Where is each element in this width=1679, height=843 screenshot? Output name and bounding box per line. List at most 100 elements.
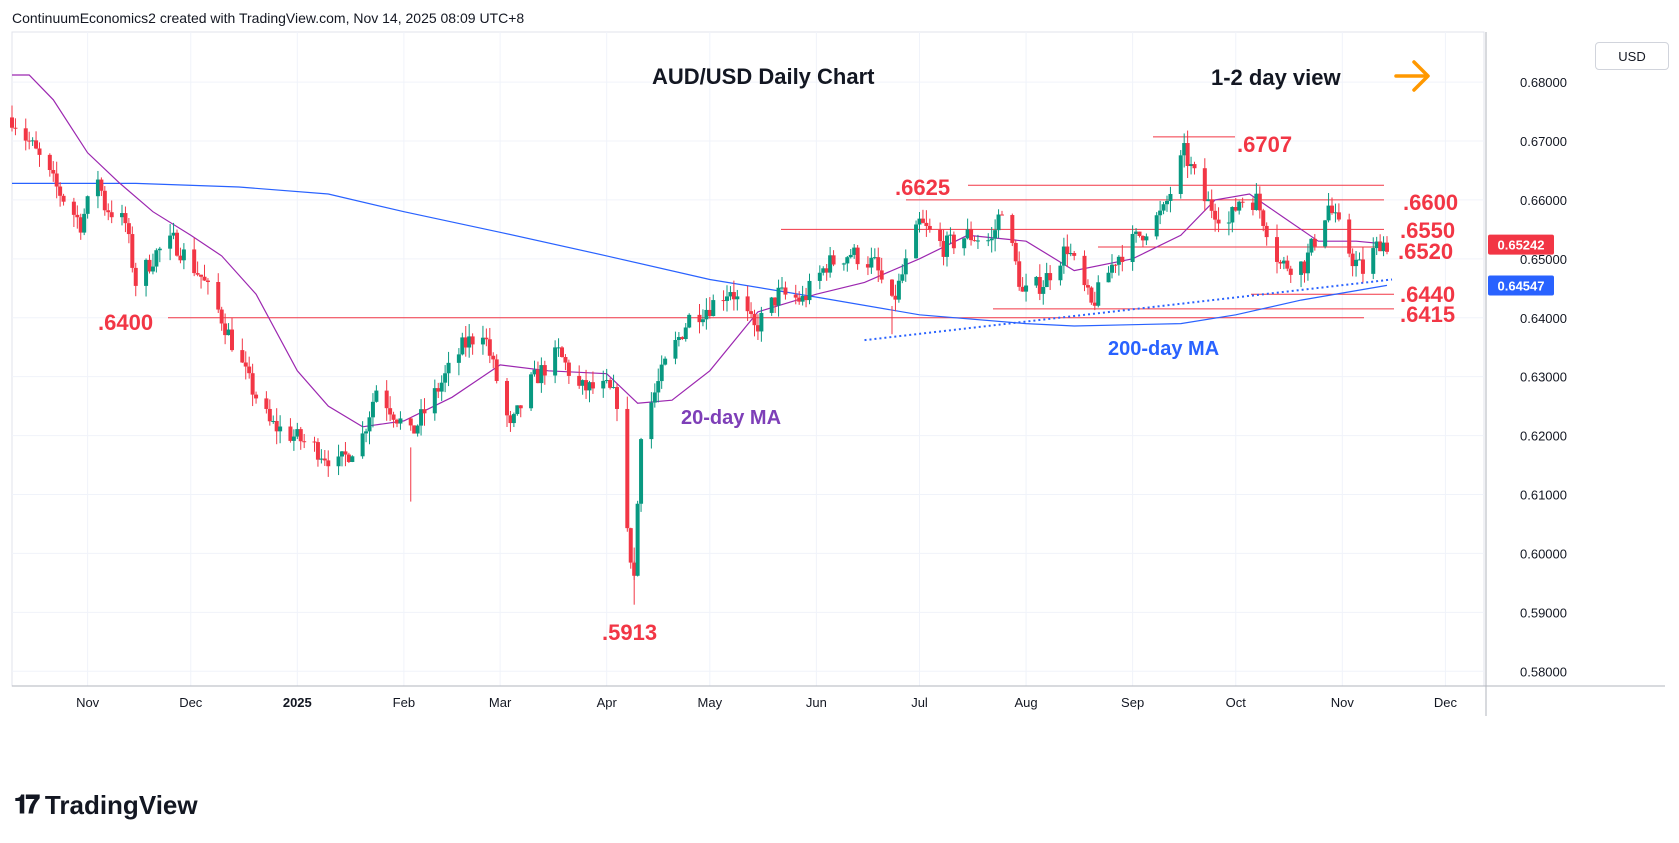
candle: [364, 428, 369, 443]
candle: [419, 399, 424, 436]
candle: [58, 182, 63, 207]
candle: [71, 197, 76, 228]
candle: [85, 195, 90, 219]
candle: [315, 438, 320, 467]
candle: [972, 236, 977, 242]
x-tick-label: Feb: [393, 695, 415, 710]
candle: [1216, 207, 1221, 233]
x-tick-label: Nov: [1331, 695, 1355, 710]
candle: [704, 298, 709, 330]
candle: [199, 274, 204, 289]
candle: [659, 355, 664, 389]
candle: [945, 231, 949, 267]
candle: [202, 264, 207, 281]
candle: [370, 393, 375, 428]
candle: [1041, 280, 1046, 305]
candle: [996, 209, 1001, 239]
candle: [408, 417, 413, 431]
tradingview-logo[interactable]: 𝟏𝟕 TradingView: [14, 789, 198, 821]
y-tick-label: 0.67000: [1520, 134, 1567, 149]
candle: [553, 340, 558, 384]
chart-grid: [11, 31, 1485, 687]
ma200-price-badge: 0.64547: [1488, 275, 1554, 296]
candle: [1323, 219, 1328, 249]
candle: [264, 391, 269, 414]
candle: [439, 375, 444, 401]
candle: [1288, 265, 1293, 283]
x-tick-label: Aug: [1014, 695, 1037, 710]
candle: [1378, 234, 1383, 252]
candle: [102, 186, 107, 216]
plot-frame: [11, 31, 1485, 687]
candle: [1336, 203, 1341, 222]
candle: [13, 118, 18, 136]
candle: [845, 256, 850, 272]
candle: [529, 372, 534, 412]
candle: [900, 264, 905, 284]
ma200-label: 200-day MA: [1108, 338, 1219, 360]
candle: [1068, 243, 1073, 257]
candle: [962, 237, 967, 256]
candle: [109, 200, 114, 224]
candle: [144, 258, 149, 297]
candle: [800, 285, 805, 306]
candle: [240, 338, 245, 363]
currency-label[interactable]: USD: [1595, 42, 1669, 70]
candle: [1137, 231, 1142, 238]
candle: [989, 226, 994, 253]
candle: [99, 177, 104, 197]
candle: [181, 243, 186, 270]
candle: [432, 379, 437, 421]
candle: [824, 263, 829, 281]
candle: [343, 441, 348, 467]
candle: [1209, 189, 1214, 219]
candle: [656, 368, 661, 403]
candle: [924, 210, 929, 237]
candle: [302, 433, 307, 449]
candle: [312, 436, 317, 452]
candle: [1237, 200, 1242, 215]
candle: [1360, 246, 1365, 283]
candle: [443, 365, 448, 393]
candle: [556, 338, 561, 357]
candle: [298, 426, 303, 450]
candle: [604, 368, 609, 384]
candle: [731, 280, 736, 311]
candle: [1202, 158, 1207, 211]
candle: [1048, 265, 1053, 290]
trendline: [864, 278, 1393, 342]
candle: [47, 153, 52, 177]
candle: [326, 450, 331, 477]
candle: [388, 396, 393, 422]
candle: [147, 254, 152, 274]
candle: [1261, 208, 1266, 232]
candle: [95, 170, 100, 209]
candle: [216, 273, 221, 313]
candle: [436, 382, 441, 399]
candle: [267, 399, 272, 426]
candle: [759, 306, 764, 342]
candle: [628, 527, 633, 569]
candle: [422, 398, 427, 426]
x-tick-label: Sep: [1121, 695, 1144, 710]
candle: [780, 276, 784, 291]
candle: [340, 451, 344, 467]
candle: [274, 408, 279, 445]
level-label: .6400: [98, 310, 153, 335]
candle: [804, 287, 809, 308]
candle: [1285, 255, 1290, 272]
level-label: .6440: [1400, 282, 1455, 307]
candle: [1110, 254, 1114, 279]
tradingview-logo-icon: 𝟏𝟕: [14, 789, 40, 819]
candle: [1130, 225, 1135, 271]
candle: [611, 374, 616, 389]
candle: [821, 266, 826, 276]
candle: [793, 284, 798, 305]
ma200-line: [12, 182, 1388, 327]
x-tick-label: Jun: [806, 695, 827, 710]
right-arrow-icon: [1394, 60, 1430, 92]
candle: [346, 452, 351, 464]
candle: [1140, 235, 1145, 248]
x-tick-label: Jul: [911, 695, 928, 710]
